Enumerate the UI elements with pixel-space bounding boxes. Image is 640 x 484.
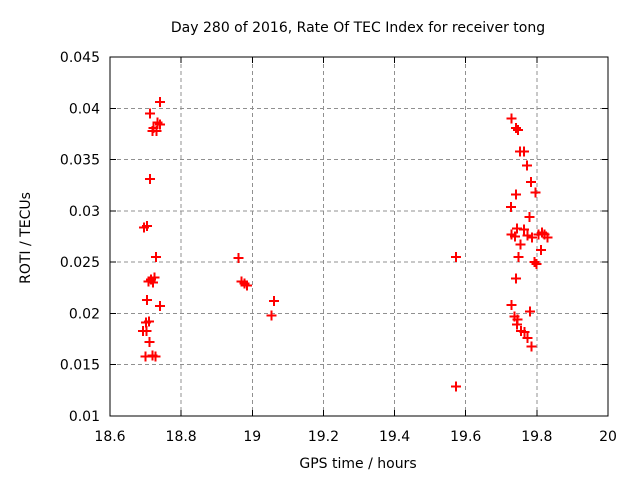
data-point-marker	[141, 295, 152, 306]
x-tick-label: 20	[599, 429, 617, 445]
data-point-marker	[529, 257, 540, 268]
data-point-marker	[268, 296, 279, 307]
y-tick-label: 0.025	[60, 255, 100, 271]
data-point-marker	[140, 351, 151, 362]
y-tick-label: 0.045	[60, 50, 100, 66]
data-point-marker	[511, 319, 522, 330]
y-tick-label: 0.015	[60, 358, 100, 374]
data-point-marker	[513, 252, 524, 263]
data-point-marker	[526, 341, 537, 352]
y-tick-label: 0.04	[69, 101, 100, 117]
data-point-marker	[510, 273, 521, 284]
x-axis-label: GPS time / hours	[299, 456, 416, 472]
data-point-marker	[154, 97, 165, 108]
data-point-marker	[510, 231, 521, 242]
data-point-marker	[524, 212, 535, 223]
data-point-marker	[143, 276, 154, 287]
data-point-marker	[511, 223, 522, 234]
data-point-marker	[521, 160, 532, 171]
x-tick-label: 18.8	[166, 429, 197, 445]
data-point-marker	[535, 244, 546, 255]
plot-area: 18.6 18.8 19 19.2 19.4 19.6 19.8 20 0.01 0.015 0.0…	[60, 50, 617, 445]
x-tick-label: 19	[243, 429, 261, 445]
data-point-marker	[451, 252, 462, 263]
data-point-marker	[144, 108, 155, 119]
data-point-marker	[148, 277, 159, 288]
x-tick-label: 19.2	[308, 429, 339, 445]
x-tick-label: 19.6	[450, 429, 481, 445]
data-point-marker	[531, 259, 542, 270]
data-point-marker	[513, 124, 524, 135]
data-point-marker	[144, 174, 155, 185]
data-point-marker	[530, 187, 541, 198]
data-point-marker	[233, 253, 244, 264]
data-point-marker	[515, 239, 526, 250]
data-point-marker	[451, 381, 462, 392]
data-point-marker	[519, 224, 530, 235]
data-point-marker	[155, 119, 166, 130]
data-point-marker	[510, 122, 521, 133]
x-tick-label: 18.6	[94, 429, 125, 445]
data-point-marker	[510, 189, 521, 200]
y-tick-label: 0.02	[69, 306, 100, 322]
data-point-marker	[150, 351, 161, 362]
x-tick-label: 19.8	[521, 429, 552, 445]
data-point-marker	[525, 306, 536, 317]
data-point-marker	[138, 222, 149, 233]
data-point-marker	[241, 280, 252, 291]
x-tick-label: 19.4	[379, 429, 410, 445]
chart-title: Day 280 of 2016, Rate Of TEC Index for r…	[171, 20, 545, 36]
data-point-marker	[526, 177, 537, 188]
data-point-marker	[506, 113, 517, 124]
y-tick-label: 0.03	[69, 204, 100, 220]
data-point-marker	[522, 333, 533, 344]
y-tick-label: 0.01	[69, 409, 100, 425]
data-point-marker	[526, 232, 537, 243]
data-point-marker	[519, 146, 530, 157]
data-point-marker	[154, 301, 165, 312]
data-point-marker	[151, 125, 162, 136]
data-point-marker	[150, 252, 161, 263]
data-point-marker	[506, 201, 517, 212]
data-point-marker	[506, 300, 517, 311]
data-point-marker	[144, 337, 155, 348]
data-point-marker	[141, 325, 152, 336]
y-axis-label: ROTI / TECUs	[18, 192, 34, 284]
plot-border	[109, 56, 609, 417]
y-tick-label: 0.035	[60, 153, 100, 169]
data-point-marker	[266, 310, 277, 321]
data-point-marker	[542, 232, 553, 243]
data-point-marker	[519, 326, 530, 337]
